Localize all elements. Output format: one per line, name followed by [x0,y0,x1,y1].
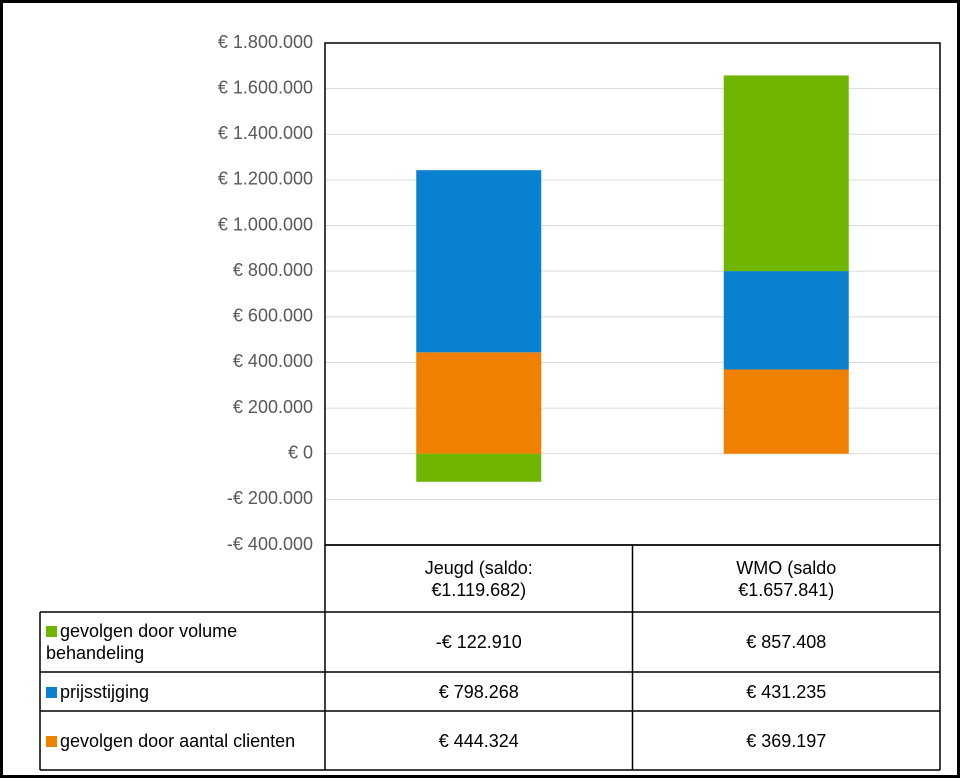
table-value: € 857.408 [746,632,827,652]
legend-entry: gevolgen door aantal clienten [46,730,295,752]
bar-segment [723,369,849,454]
y-tick-label: € 1.400.000 [218,123,313,143]
category-label: WMO (saldo €1.657.841) [736,557,837,600]
legend-swatch [46,626,57,637]
bar-segment [723,75,849,272]
legend-swatch [46,735,57,747]
y-tick-label: € 1.800.000 [218,32,313,52]
bar-segment [416,352,542,454]
legend-cell: gevolgen door aantal clienten [40,711,325,770]
legend-swatch [46,686,57,698]
table-value: € 369.197 [746,730,827,751]
table-value: -€ 122.910 [435,632,522,652]
y-tick-label: € 200.000 [233,397,313,417]
y-tick-label: € 600.000 [233,306,313,326]
legend-entry: gevolgen door volume behandeling [46,620,325,664]
category-label: Jeugd (saldo: €1.119.682) [424,557,533,600]
y-tick-label: € 1.000.000 [218,214,313,234]
y-tick-label: -€ 200.000 [227,488,313,508]
y-tick-label: -€ 400.000 [227,534,313,554]
bar-segment [416,170,542,353]
y-tick-label: € 400.000 [233,351,313,371]
y-tick-label: € 800.000 [233,260,313,280]
table-value: € 444.324 [438,730,519,751]
legend-label: gevolgen door volume behandeling [46,621,238,663]
table-value: € 431.235 [746,681,827,702]
legend-entry: prijsstijging [46,681,149,703]
table-value: € 798.268 [438,681,519,702]
y-tick-label: € 1.600.000 [218,77,313,97]
legend-cell: prijsstijging [40,672,325,711]
bar-segment [416,453,542,482]
legend-label: prijsstijging [60,681,150,702]
legend-label: gevolgen door aantal clienten [60,730,296,751]
y-tick-label: € 0 [288,442,313,462]
bar-segment [723,271,849,370]
legend-cell: gevolgen door volume behandeling [40,612,325,672]
y-tick-label: € 1.200.000 [218,169,313,189]
